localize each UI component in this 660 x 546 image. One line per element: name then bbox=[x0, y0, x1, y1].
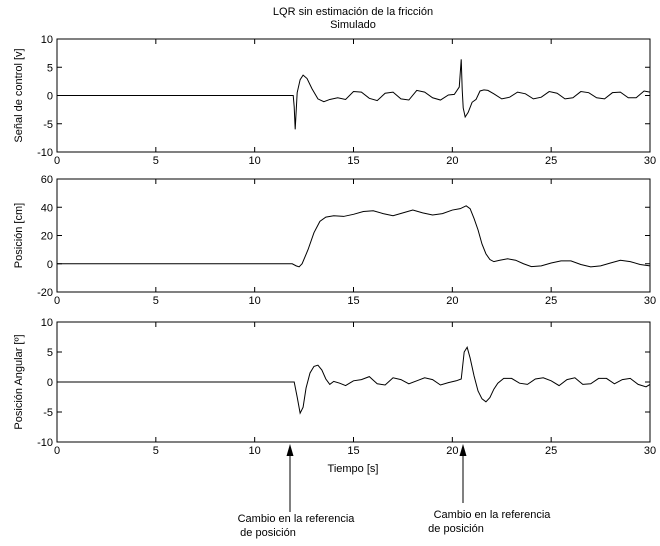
position-xtick-label: 0 bbox=[54, 295, 60, 307]
annotation-1-arrow-head bbox=[286, 444, 294, 456]
position-series-line bbox=[57, 205, 651, 268]
position-ytick-label: 0 bbox=[47, 259, 53, 271]
angular-position-xtick-label: 25 bbox=[545, 445, 557, 457]
annotation-2-arrow-head bbox=[459, 444, 467, 456]
angular-position-xtick-label: 20 bbox=[446, 445, 458, 457]
angular-position-xtick-label: 5 bbox=[153, 445, 159, 457]
position-xtick-label: 20 bbox=[446, 295, 458, 307]
position-xtick-label: 15 bbox=[347, 295, 359, 307]
angular-position-xtick-label: 10 bbox=[249, 445, 261, 457]
position-xtick-label: 10 bbox=[249, 295, 261, 307]
control-signal-xtick-label: 20 bbox=[446, 155, 458, 167]
annotation-2-text-line2: de posición bbox=[428, 523, 484, 535]
position-ylabel: Posición [cm] bbox=[13, 203, 25, 268]
angular-position-ytick-label: 5 bbox=[47, 347, 53, 359]
control-signal-series-line bbox=[57, 59, 651, 130]
control-signal-ytick-label: 10 bbox=[41, 34, 53, 46]
control-signal-xtick-label: 0 bbox=[54, 155, 60, 167]
control-signal-ytick-label: 0 bbox=[47, 91, 53, 103]
annotation-2: Cambio en la referencia de posición bbox=[428, 444, 551, 535]
angular-position-ytick-label: -5 bbox=[43, 407, 53, 419]
annotation-2-text-line1: Cambio en la referencia bbox=[434, 509, 552, 521]
angular-position-xtick-label: 0 bbox=[54, 445, 60, 457]
position-ytick-label: 60 bbox=[41, 174, 53, 186]
control-signal-xtick-label: 15 bbox=[347, 155, 359, 167]
control-signal-xtick-label: 5 bbox=[153, 155, 159, 167]
control-signal-ylabel: Señal de control [v] bbox=[13, 48, 25, 142]
x-axis-label: Tiempo [s] bbox=[328, 463, 379, 475]
annotation-1-text-line2: de posición bbox=[240, 527, 296, 539]
position-xtick-label: 5 bbox=[153, 295, 159, 307]
control-signal-xtick-label: 10 bbox=[249, 155, 261, 167]
position-xtick-label: 30 bbox=[644, 295, 656, 307]
control-signal-ytick-label: -10 bbox=[37, 147, 53, 159]
plot-angular-position: 0 5 10 15 20 25 30 -10 -5 0 5 10 Posición Angular [º… bbox=[13, 317, 656, 457]
control-signal-ytick-label: 5 bbox=[47, 62, 53, 74]
angular-position-ytick-label: -10 bbox=[37, 437, 53, 449]
angular-position-xtick-label: 15 bbox=[347, 445, 359, 457]
figure-title-line2: Simulado bbox=[330, 19, 376, 31]
figure-title-line1: LQR sin estimación de la fricción bbox=[273, 6, 433, 18]
position-axes-frame bbox=[56, 178, 651, 293]
position-xtick-label: 25 bbox=[545, 295, 557, 307]
position-ytick-label: 40 bbox=[41, 202, 53, 214]
angular-position-ytick-label: 0 bbox=[47, 377, 53, 389]
annotation-1: Cambio en la referencia de posición bbox=[238, 444, 356, 539]
position-ytick-label: 20 bbox=[41, 231, 53, 243]
plot-control-signal: 0 5 10 15 20 25 30 -10 -5 0 5 10 Señal de control [v… bbox=[13, 34, 656, 167]
angular-position-ylabel: Posición Angular [º] bbox=[13, 334, 25, 429]
control-signal-xtick-label: 25 bbox=[545, 155, 557, 167]
control-signal-ytick-label: -5 bbox=[43, 119, 53, 131]
angular-position-xtick-label: 30 bbox=[644, 445, 656, 457]
angular-position-ytick-label: 10 bbox=[41, 317, 53, 329]
annotation-1-text-line1: Cambio en la referencia bbox=[238, 513, 356, 525]
angular-position-series-line bbox=[57, 345, 651, 415]
position-ytick-label: -20 bbox=[37, 287, 53, 299]
control-signal-xtick-label: 30 bbox=[644, 155, 656, 167]
